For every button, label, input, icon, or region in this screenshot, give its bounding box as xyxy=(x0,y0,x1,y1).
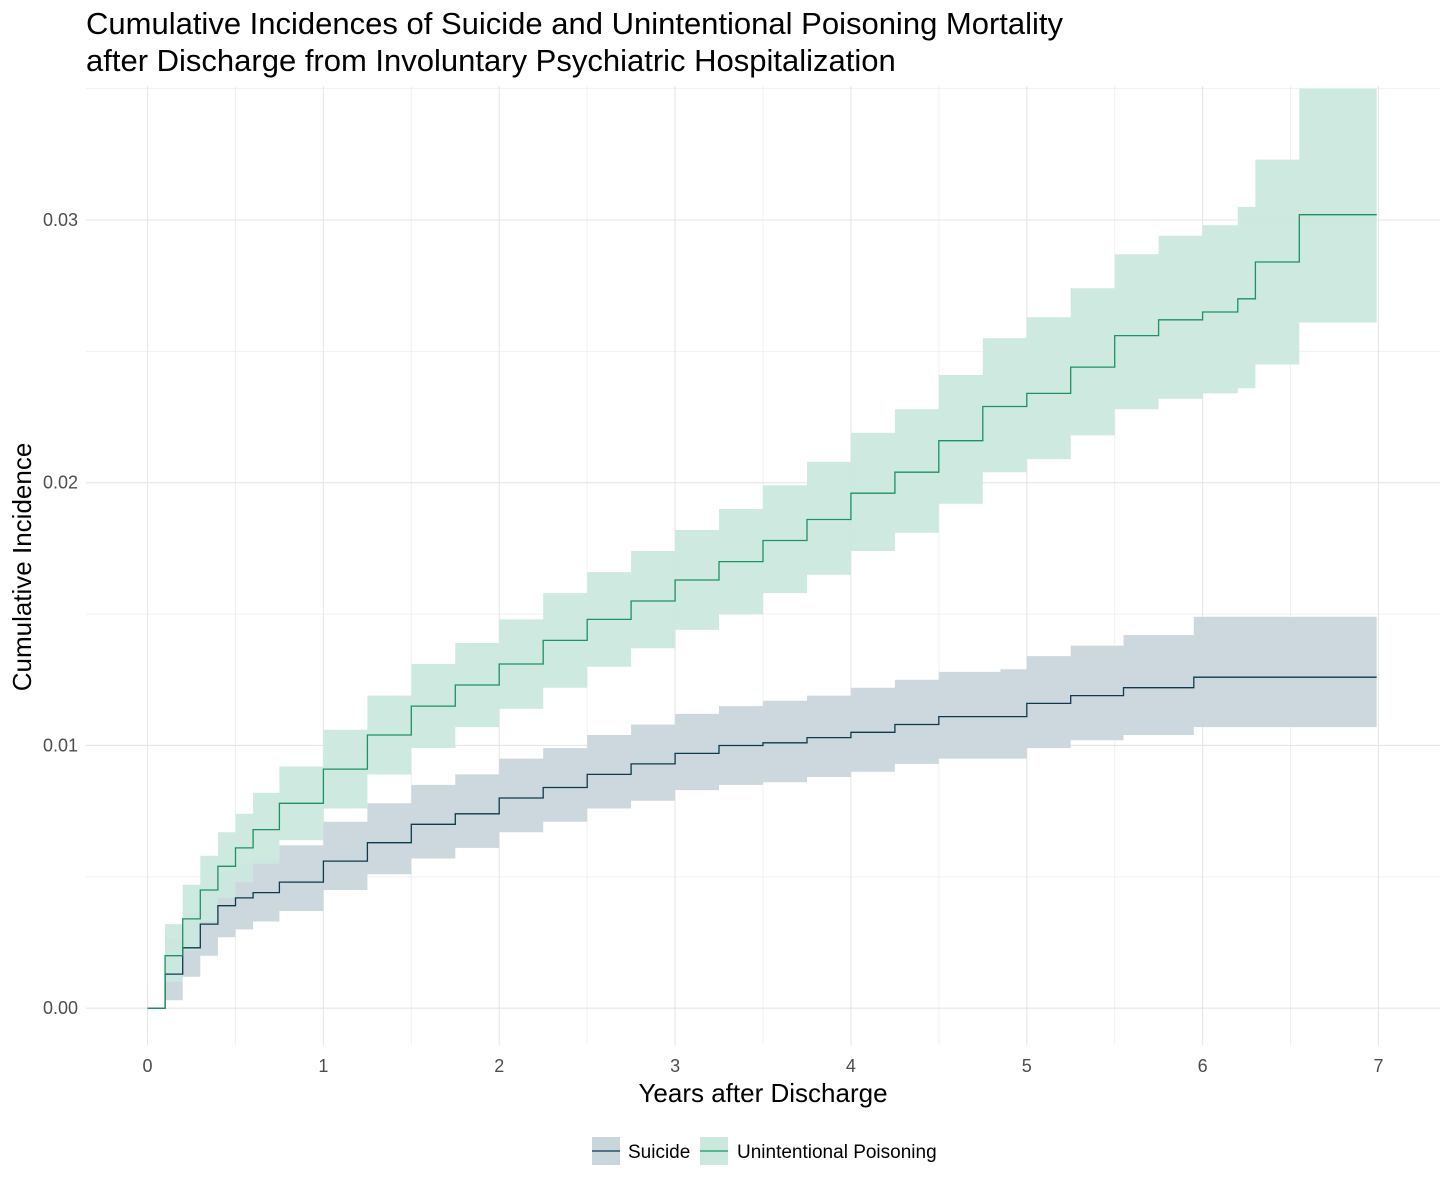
x-tick-label: 2 xyxy=(494,1056,504,1076)
x-tick-label: 4 xyxy=(846,1056,856,1076)
y-tick-label: 0.02 xyxy=(43,473,78,493)
chart-title-line-2: after Discharge from Involuntary Psychia… xyxy=(86,43,896,78)
confidence-band-suicide xyxy=(147,616,1377,1009)
x-axis-ticks: 0 1 2 3 4 5 6 7 xyxy=(143,1056,1384,1076)
confidence-band-poisoning xyxy=(147,88,1377,1009)
x-tick-label: 6 xyxy=(1198,1056,1208,1076)
x-tick-label: 0 xyxy=(143,1056,153,1076)
series-line-poisoning xyxy=(147,214,1377,1009)
legend-label-poisoning: Unintentional Poisoning xyxy=(737,1142,937,1163)
confidence-bands xyxy=(147,88,1377,1009)
x-tick-label: 3 xyxy=(670,1056,680,1076)
x-tick-label: 5 xyxy=(1022,1056,1032,1076)
series-lines xyxy=(147,214,1377,1009)
legend-label-suicide: Suicide xyxy=(628,1142,690,1163)
y-tick-label: 0.03 xyxy=(43,210,78,230)
series-line-suicide xyxy=(147,676,1377,1009)
y-axis-ticks: 0.00 0.01 0.02 0.03 xyxy=(43,210,78,1018)
x-tick-label: 1 xyxy=(318,1056,328,1076)
chart-title-line-1: Cumulative Incidences of Suicide and Uni… xyxy=(86,6,1064,41)
legend: Suicide Unintentional Poisoning xyxy=(592,1137,937,1165)
y-tick-label: 0.00 xyxy=(43,998,78,1018)
y-tick-label: 0.01 xyxy=(43,735,78,755)
x-axis-title: Years after Discharge xyxy=(638,1078,887,1108)
x-tick-label: 7 xyxy=(1373,1056,1383,1076)
y-axis-title: Cumulative Incidence xyxy=(7,443,37,692)
